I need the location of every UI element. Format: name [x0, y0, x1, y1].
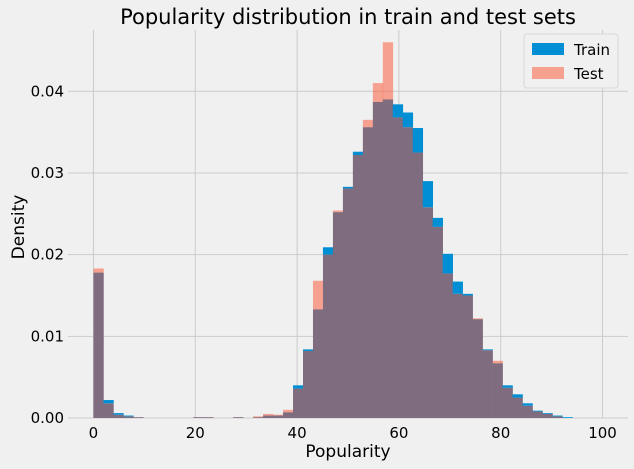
histogram-bar-overlap	[392, 117, 404, 419]
histogram-bar-overlap	[382, 99, 394, 418]
histogram-bar-train	[532, 410, 543, 412]
y-tick-label: 0.01	[31, 327, 64, 345]
histogram-bar-overlap	[402, 127, 414, 418]
histogram-bar-train	[113, 413, 124, 415]
histogram-bar-overlap	[302, 351, 314, 418]
histogram-bar-overlap	[512, 397, 523, 418]
histogram-bar-test	[93, 268, 104, 273]
histogram-bar-test	[472, 318, 483, 320]
y-tick-label: 0.04	[31, 82, 64, 100]
chart-title: Popularity distribution in train and tes…	[120, 5, 576, 29]
histogram-bar-test	[362, 119, 374, 128]
histogram-bar-overlap	[332, 212, 344, 418]
histogram-bar-overlap	[482, 350, 493, 418]
histogram-bar-train	[123, 415, 134, 417]
histogram-bar-overlap	[542, 413, 553, 418]
histogram-bar-train	[542, 413, 553, 414]
histogram-bar-overlap	[552, 416, 563, 418]
histogram-bar-overlap	[502, 387, 513, 418]
histogram-bar-overlap	[312, 309, 324, 418]
histogram-bar-train	[352, 151, 364, 155]
histogram-bar-overlap	[342, 188, 354, 418]
x-tick-label: 100	[588, 424, 617, 442]
histogram-bar-overlap	[253, 417, 264, 418]
histogram-bar-train	[442, 253, 453, 274]
histogram-bar-train	[293, 385, 304, 389]
histogram-bar-test	[372, 83, 384, 102]
histogram-bar-train	[452, 281, 463, 294]
y-tick-label: 0.00	[31, 409, 64, 427]
histogram-bar-test	[382, 42, 394, 100]
histogram-bar-overlap	[372, 101, 384, 418]
histogram-bar-overlap	[273, 415, 284, 418]
histogram-bar-overlap	[362, 127, 374, 418]
histogram-bar-test	[332, 210, 344, 213]
histogram-bar-overlap	[352, 154, 364, 418]
histogram-bar-overlap	[462, 295, 473, 418]
histogram-bar-overlap	[322, 254, 334, 418]
ticks-layer: 0 20 40 60 80 100 0.00 0.01 0.02 0.03 0.04	[31, 82, 617, 442]
legend-swatch-test	[532, 67, 564, 79]
histogram-bar-overlap	[203, 417, 214, 418]
histogram-bar-train	[322, 247, 334, 255]
histogram-bar-overlap	[93, 272, 104, 418]
histogram-bar-train	[522, 403, 533, 406]
histogram-bar-train	[462, 293, 473, 296]
histogram-bar-train	[392, 104, 404, 118]
bars-layer	[93, 42, 573, 419]
histogram-bar-overlap	[412, 152, 424, 419]
x-axis-label: Popularity	[305, 442, 390, 462]
histogram-bar-train	[422, 181, 434, 208]
histogram-bar-train	[502, 385, 513, 388]
histogram-bar-overlap	[263, 415, 274, 418]
histogram-bar-overlap	[532, 411, 543, 418]
histogram-bar-test	[273, 414, 284, 416]
histogram-bar-overlap	[293, 388, 304, 418]
histogram-bar-overlap	[123, 416, 134, 418]
histogram-bar-overlap	[522, 405, 533, 418]
y-tick-label: 0.02	[31, 246, 64, 264]
histogram-bar-overlap	[233, 417, 244, 418]
histogram-bar-overlap	[422, 207, 434, 418]
histogram-bar-overlap	[442, 273, 453, 418]
histogram-bar-overlap	[472, 319, 483, 418]
x-tick-label: 80	[491, 424, 510, 442]
x-tick-label: 40	[288, 424, 307, 442]
histogram-bar-test	[263, 413, 274, 416]
legend-swatch-train	[532, 43, 564, 55]
histogram-bar-test	[492, 360, 503, 364]
histogram-bar-overlap	[113, 414, 124, 418]
x-tick-label: 20	[186, 424, 205, 442]
histogram-bar-overlap	[432, 226, 443, 418]
histogram-bar-train	[432, 217, 443, 227]
legend-label-test: Test	[573, 65, 604, 83]
histogram-bar-overlap	[452, 293, 463, 418]
y-tick-label: 0.03	[31, 164, 64, 182]
histogram-bar-test	[312, 280, 324, 310]
histogram-bar-train	[302, 349, 314, 352]
x-tick-label: 60	[389, 424, 408, 442]
histogram-bar-overlap	[103, 403, 114, 418]
histogram-bar-test	[253, 416, 264, 418]
histogram-bar-train	[103, 400, 114, 404]
histogram-bar-train	[552, 415, 563, 417]
histogram-bar-overlap	[133, 417, 144, 418]
histogram-bar-overlap	[492, 363, 503, 418]
x-tick-label: 0	[89, 424, 99, 442]
histogram-bar-overlap	[193, 417, 204, 418]
histogram-bar-test	[283, 409, 294, 413]
histogram-bar-train	[562, 417, 573, 418]
histogram-bar-train	[402, 112, 414, 128]
histogram-bar-train	[512, 394, 523, 398]
histogram-bar-train	[342, 186, 354, 189]
legend-label-train: Train	[573, 41, 610, 59]
histogram-bar-train	[482, 349, 493, 351]
legend: Train Test	[523, 33, 619, 89]
y-axis-label: Density	[9, 195, 29, 260]
histogram-bar-train	[412, 128, 424, 153]
histogram-bar-overlap	[283, 412, 294, 418]
